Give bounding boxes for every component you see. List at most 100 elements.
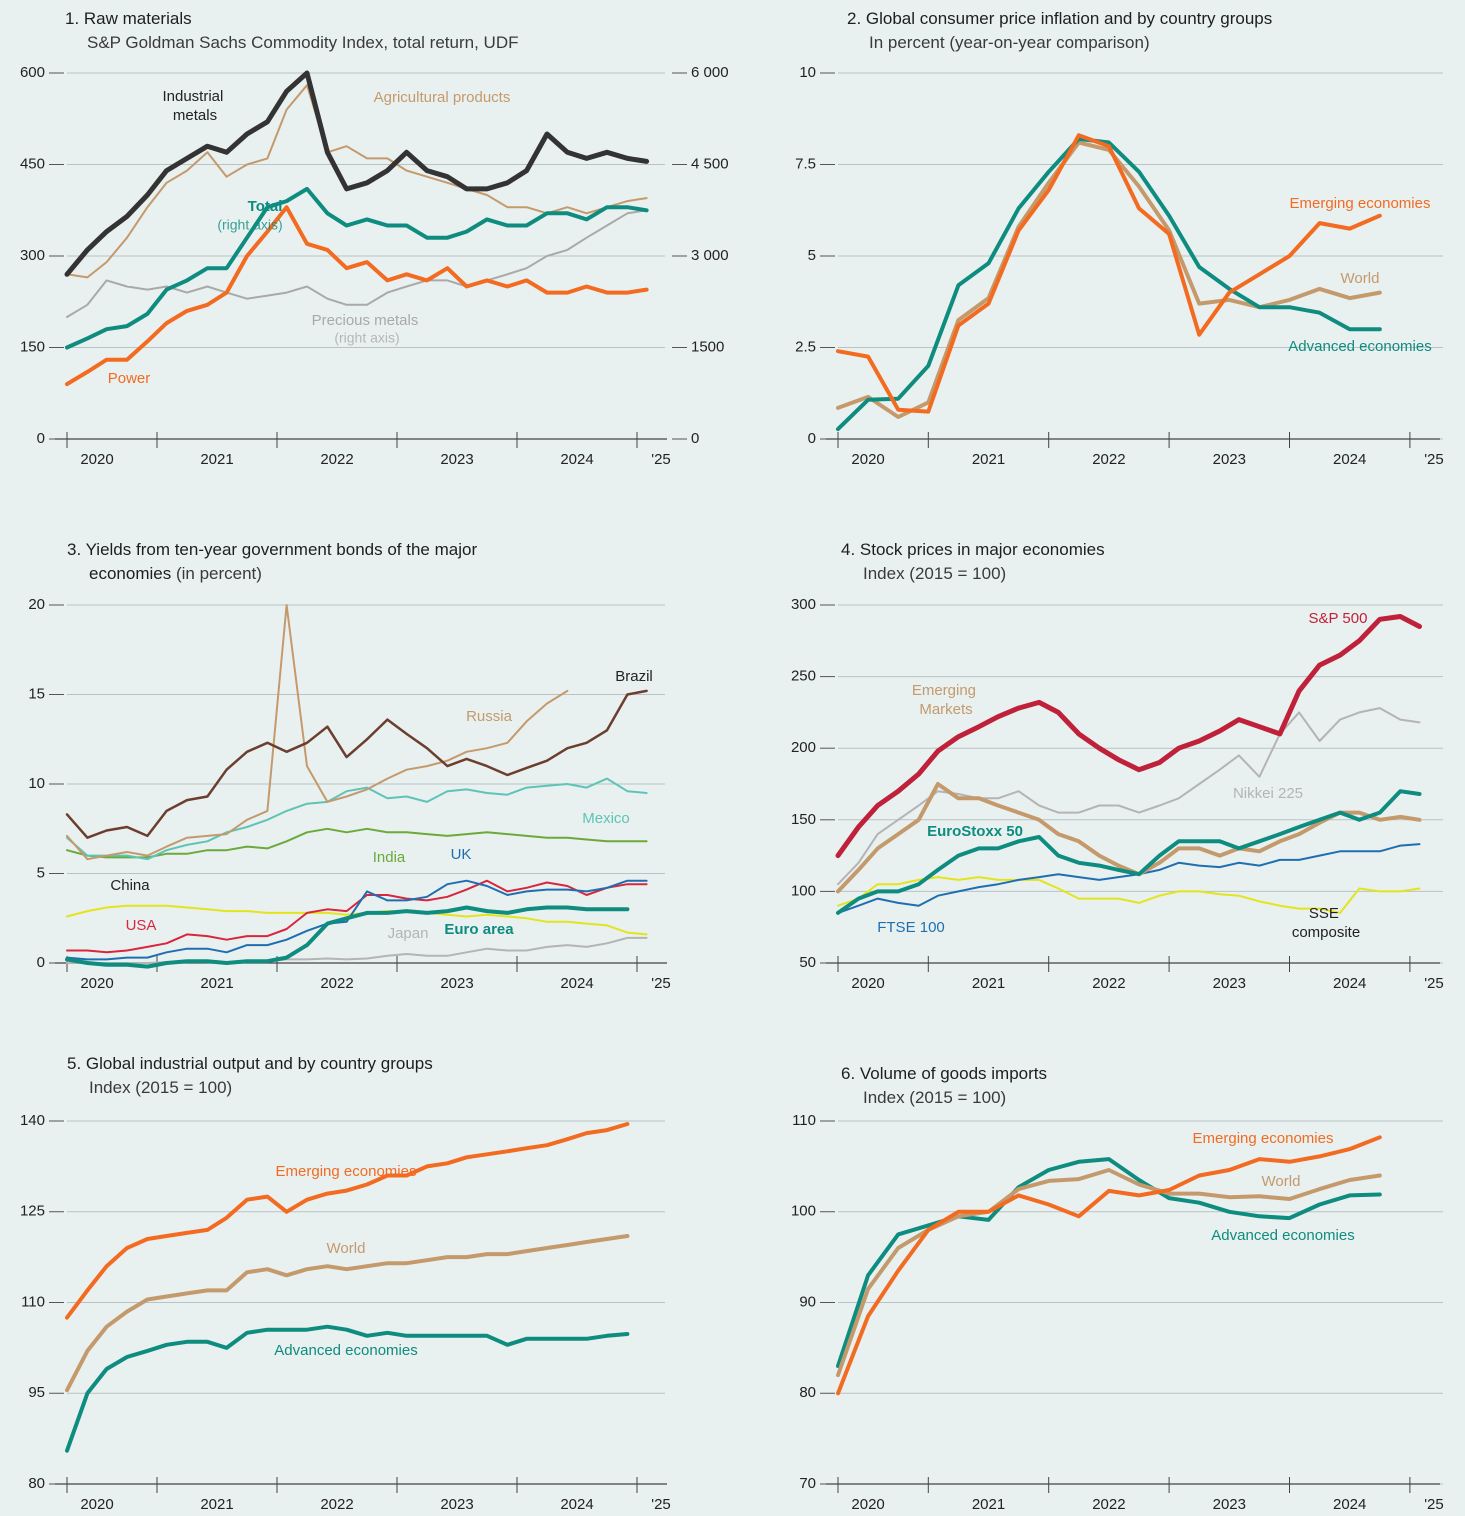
x-tick-label: '25 xyxy=(1424,451,1444,468)
title-text: 6. Volume of goods imports xyxy=(841,1064,1048,1083)
series-label-line: Markets xyxy=(919,701,972,718)
series-label: Nikkei 225 xyxy=(1233,785,1303,802)
series-label: Mexico xyxy=(582,810,630,827)
series-line xyxy=(836,133,1382,414)
y-tick-label: 150 xyxy=(791,811,816,828)
series-label: S&P 500 xyxy=(1309,610,1368,627)
series-label: Emerging economies xyxy=(1193,1130,1334,1147)
x-tick-label: '25 xyxy=(651,975,671,992)
series-label: Japan xyxy=(388,925,429,942)
y-tick-label: 0 xyxy=(808,430,816,447)
x-tick-label: 2024 xyxy=(1333,451,1366,468)
chart-title: 4. Stock prices in major economies Index… xyxy=(841,538,1333,586)
series-label: World xyxy=(1341,270,1380,287)
y-tick-label: 600 xyxy=(20,64,45,81)
title-text: 2. Global consumer price inflation and b… xyxy=(847,9,1273,28)
y2-tick-label: 1500 xyxy=(691,338,724,355)
series-line xyxy=(65,1234,630,1393)
y-tick-label: 5 xyxy=(37,864,45,881)
x-tick-label: 2021 xyxy=(972,451,1005,468)
chart-title: 6. Volume of goods imports Index (2015 =… xyxy=(841,1062,1333,1110)
y-tick-label: 125 xyxy=(20,1203,45,1220)
series-label: China xyxy=(110,877,150,894)
y-tick-label: 90 xyxy=(799,1293,816,1310)
x-tick-label: 2021 xyxy=(972,975,1005,992)
title-text: 1. Raw materials xyxy=(65,9,192,28)
x-tick-label: 2021 xyxy=(200,1496,233,1513)
y-tick-label: 20 xyxy=(28,596,45,613)
series-line xyxy=(837,843,1421,914)
x-tick-label: 2020 xyxy=(80,1496,113,1513)
x-tick-label: 2021 xyxy=(200,975,233,992)
x-tick-label: 2023 xyxy=(1213,451,1246,468)
y-tick-label: 80 xyxy=(28,1475,45,1492)
x-tick-label: 2023 xyxy=(1213,975,1246,992)
series-line xyxy=(64,70,650,277)
y-tick-label: 10 xyxy=(28,775,45,792)
y-tick-label: 100 xyxy=(791,882,816,899)
series-line xyxy=(65,1324,630,1453)
y-tick-label: 200 xyxy=(791,739,816,756)
y-tick-label: 150 xyxy=(20,338,45,355)
series-label: Emerging Markets xyxy=(912,682,980,718)
title-text: 5. Global industrial output and by count… xyxy=(67,1054,433,1073)
series-label: SSE composite xyxy=(1292,905,1360,941)
x-tick-label: 2022 xyxy=(320,975,353,992)
chart-title: 1. Raw materials S&P Goldman Sachs Commo… xyxy=(65,7,557,55)
series-line xyxy=(837,876,1421,914)
series-label: Euro area xyxy=(444,921,514,938)
subtitle: Index (2015 = 100) xyxy=(863,1088,1007,1107)
y-tick-label: 140 xyxy=(20,1112,45,1129)
series-line xyxy=(66,604,569,861)
chart-title: 3. Yields from ten-year government bonds… xyxy=(67,538,559,586)
series-label: Precious metals xyxy=(312,312,419,329)
y-tick-label: 5 xyxy=(808,247,816,264)
x-tick-label: '25 xyxy=(651,451,671,468)
chart-title: 5. Global industrial output and by count… xyxy=(67,1052,559,1100)
series-line xyxy=(836,1168,1382,1378)
y-tick-label: 15 xyxy=(28,685,45,702)
x-tick-label: 2020 xyxy=(851,1496,884,1513)
series-label: UK xyxy=(451,846,472,863)
series-line xyxy=(836,136,1382,432)
y-tick-label: 10 xyxy=(799,64,816,81)
series-line xyxy=(65,689,648,839)
y-tick-label: 95 xyxy=(28,1384,45,1401)
series-label: EuroStoxx 50 xyxy=(927,823,1023,840)
series-line xyxy=(836,1135,1382,1396)
series-line xyxy=(66,879,648,961)
series-label: Emerging economies xyxy=(1290,195,1431,212)
subtitle: In percent (year-on-year comparison) xyxy=(869,33,1150,52)
subtitle: (in percent) xyxy=(175,564,262,583)
x-tick-label: 2023 xyxy=(440,1496,473,1513)
x-tick-label: 2020 xyxy=(851,451,884,468)
series-line xyxy=(836,1157,1382,1368)
y2-tick-label: 6 000 xyxy=(691,64,729,81)
x-tick-label: 2023 xyxy=(440,451,473,468)
x-tick-label: 2020 xyxy=(80,451,113,468)
series-note: (right axis) xyxy=(217,217,282,233)
x-tick-label: '25 xyxy=(651,1496,671,1513)
y-tick-label: 450 xyxy=(20,155,45,172)
series-line xyxy=(66,777,648,861)
series-label: Advanced economies xyxy=(1211,1227,1354,1244)
series-line xyxy=(66,879,648,954)
y-tick-label: 250 xyxy=(791,668,816,685)
subtitle: S&P Goldman Sachs Commodity Index, total… xyxy=(87,33,519,52)
series-label: Power xyxy=(108,370,151,387)
series-label: Russia xyxy=(466,708,513,725)
x-tick-label: '25 xyxy=(1424,1496,1444,1513)
x-tick-label: 2022 xyxy=(1092,975,1125,992)
series-label: USA xyxy=(126,917,157,934)
series-note: (right axis) xyxy=(334,330,399,346)
y-tick-label: 300 xyxy=(20,247,45,264)
x-tick-label: '25 xyxy=(1424,975,1444,992)
series-label: India xyxy=(373,849,406,866)
series-label-line: composite xyxy=(1292,924,1360,941)
x-tick-label: 2022 xyxy=(1092,451,1125,468)
series-label-line: metals xyxy=(173,107,217,124)
series-label: Total xyxy=(248,198,283,215)
subtitle: Index (2015 = 100) xyxy=(863,564,1007,583)
series-label-line: SSE xyxy=(1309,905,1343,922)
